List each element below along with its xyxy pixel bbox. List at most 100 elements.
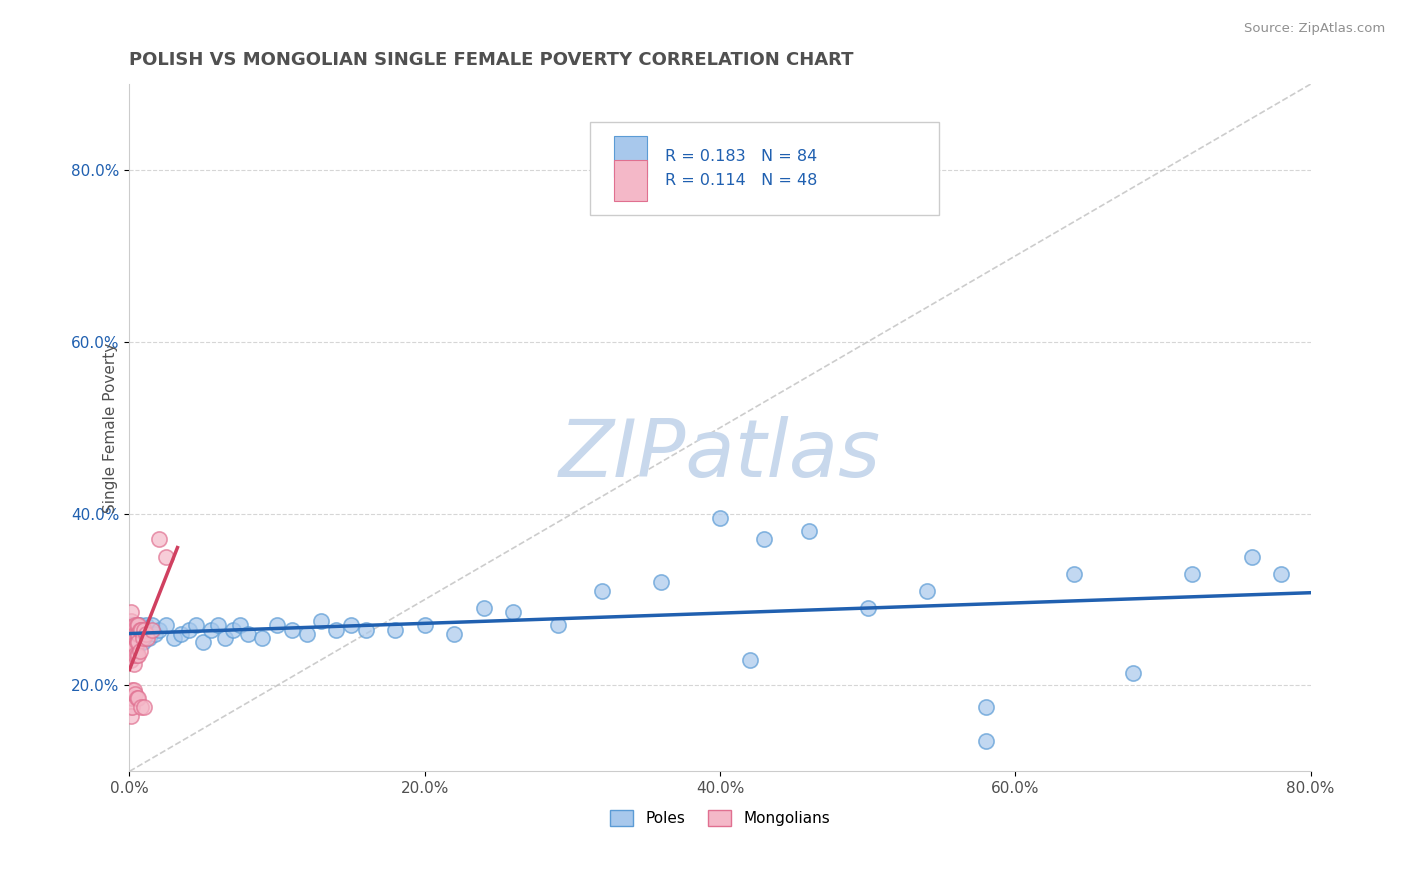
Point [125, 618, 148, 632]
Point [200, 623, 222, 637]
Text: POLISH VS MONGOLIAN SINGLE FEMALE POVERTY CORRELATION CHART: POLISH VS MONGOLIAN SINGLE FEMALE POVERT… [129, 51, 853, 69]
Point [311, 614, 333, 628]
Point [128, 644, 150, 658]
Text: ZIPatlas: ZIPatlas [560, 417, 882, 494]
Point [125, 635, 148, 649]
Point [122, 627, 145, 641]
Point [143, 627, 166, 641]
Point [184, 618, 207, 632]
Point [127, 618, 149, 632]
Point [121, 623, 143, 637]
Point [134, 623, 156, 637]
Point [125, 640, 148, 654]
Point [124, 623, 146, 637]
Point [121, 640, 143, 654]
Point [266, 618, 288, 632]
Point [132, 623, 155, 637]
Point [124, 640, 146, 654]
Point [915, 584, 938, 599]
Point [128, 623, 150, 637]
Point [122, 623, 145, 637]
Point [125, 691, 148, 706]
Point [124, 631, 146, 645]
Point [128, 631, 150, 645]
Point [121, 618, 143, 632]
Text: Source: ZipAtlas.com: Source: ZipAtlas.com [1244, 22, 1385, 36]
Point [135, 618, 157, 632]
Point [547, 618, 569, 632]
Point [127, 627, 149, 641]
Point [129, 631, 152, 645]
Point [124, 618, 146, 632]
Text: R = 0.183   N = 84: R = 0.183 N = 84 [665, 149, 817, 164]
Point [138, 631, 160, 645]
Point [384, 623, 406, 637]
Point [127, 635, 149, 649]
Point [1181, 566, 1204, 581]
Point [122, 631, 145, 645]
Point [148, 533, 170, 547]
Legend: Poles, Mongolians: Poles, Mongolians [605, 805, 837, 832]
Point [325, 623, 347, 637]
Point [124, 627, 146, 641]
Point [129, 627, 152, 641]
Point [229, 618, 252, 632]
Point [354, 623, 377, 637]
Point [127, 648, 149, 663]
Point [120, 640, 142, 654]
FancyBboxPatch shape [613, 160, 647, 201]
Point [127, 691, 149, 706]
Point [132, 631, 155, 645]
Point [134, 631, 156, 645]
Point [974, 700, 997, 714]
Point [120, 618, 142, 632]
FancyBboxPatch shape [613, 136, 647, 177]
Point [472, 601, 495, 615]
Point [122, 640, 145, 654]
Point [141, 623, 163, 637]
Point [134, 700, 156, 714]
Point [591, 584, 613, 599]
Point [121, 623, 143, 637]
Point [136, 627, 159, 641]
Point [214, 631, 236, 645]
Point [797, 524, 820, 538]
Point [120, 631, 142, 645]
Point [122, 623, 145, 637]
Point [443, 627, 465, 641]
Point [754, 533, 776, 547]
Point [135, 627, 157, 641]
Y-axis label: Single Female Poverty: Single Female Poverty [104, 343, 118, 513]
Point [122, 618, 145, 632]
Point [121, 682, 143, 697]
Point [120, 623, 142, 637]
Point [122, 657, 145, 671]
Point [222, 623, 245, 637]
Point [124, 635, 146, 649]
Point [121, 635, 143, 649]
Point [127, 627, 149, 641]
Point [155, 618, 177, 632]
Point [128, 618, 150, 632]
Point [120, 623, 142, 637]
Point [207, 618, 229, 632]
Point [141, 618, 163, 632]
Point [125, 631, 148, 645]
Point [1063, 566, 1085, 581]
Point [502, 606, 524, 620]
Point [121, 627, 143, 641]
FancyBboxPatch shape [591, 122, 939, 215]
Point [120, 614, 142, 628]
Point [177, 623, 200, 637]
Point [709, 511, 731, 525]
Point [856, 601, 879, 615]
Point [121, 691, 143, 706]
Point [134, 623, 156, 637]
Point [170, 627, 193, 641]
Point [136, 631, 159, 645]
Point [124, 687, 146, 701]
Point [155, 549, 177, 564]
Point [121, 640, 143, 654]
Point [129, 623, 152, 637]
Point [163, 631, 186, 645]
